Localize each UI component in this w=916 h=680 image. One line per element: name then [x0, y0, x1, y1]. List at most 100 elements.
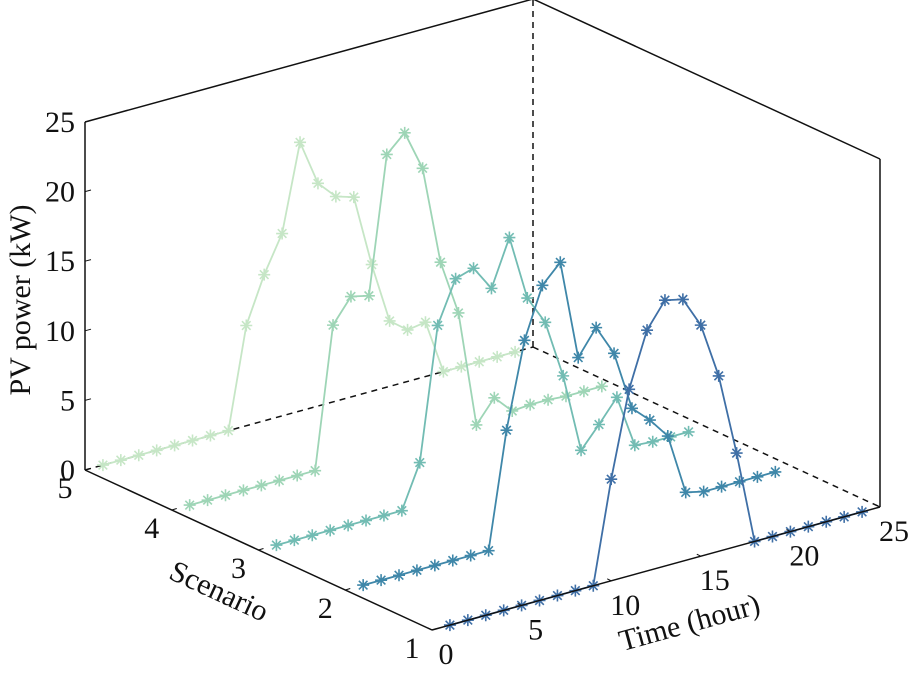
marker [114, 454, 127, 467]
marker [446, 554, 459, 567]
z-tick [84, 189, 92, 193]
box-edge [84, 0, 533, 123]
marker [237, 484, 250, 497]
marker [365, 258, 378, 271]
marker [658, 294, 671, 307]
marker [431, 319, 444, 332]
marker [347, 191, 360, 204]
x-tick [517, 602, 522, 606]
marker [360, 514, 373, 527]
y-tick-label: 4 [144, 512, 159, 545]
marker [473, 355, 486, 368]
marker [222, 424, 235, 437]
series-line [102, 139, 516, 466]
series-line [189, 131, 603, 506]
z-tick [84, 259, 92, 262]
marker [712, 369, 725, 382]
marker [201, 494, 214, 507]
marker [395, 504, 408, 517]
marker [419, 316, 432, 329]
y-tick [345, 588, 351, 591]
z-tick-label: 0 [60, 454, 75, 487]
x-tick-label: 25 [879, 515, 909, 548]
marker [132, 449, 145, 462]
marker [410, 564, 423, 577]
x-tick [786, 529, 791, 533]
marker [697, 485, 710, 498]
marker [521, 292, 534, 305]
marker [557, 369, 570, 382]
marker [455, 360, 468, 373]
y-tick-label: 2 [318, 592, 333, 625]
marker [294, 136, 307, 149]
box-edge [533, 0, 881, 160]
marker [769, 465, 782, 478]
marker [500, 424, 513, 437]
marker [240, 319, 253, 332]
marker [258, 268, 271, 281]
marker [676, 293, 689, 306]
marker [488, 391, 501, 404]
y-axis-label: Scenario [164, 554, 273, 628]
marker [401, 323, 414, 336]
marker [452, 306, 465, 319]
marker [539, 316, 552, 329]
marker [270, 539, 283, 552]
marker [464, 549, 477, 562]
z-tick [84, 398, 92, 401]
marker [509, 345, 522, 358]
z-tick-label: 25 [45, 106, 75, 139]
box-edge [431, 506, 881, 631]
series-line [362, 260, 776, 586]
marker [186, 434, 199, 447]
marker [327, 319, 340, 332]
marker [491, 350, 504, 363]
marker [730, 447, 743, 460]
marker [255, 479, 268, 492]
marker [608, 347, 621, 360]
marker [449, 272, 462, 285]
marker [362, 289, 375, 302]
series-line [276, 234, 689, 546]
marker [288, 534, 301, 547]
x-tick [427, 627, 433, 631]
y-tick [431, 628, 438, 631]
marker [694, 319, 707, 332]
marker [273, 474, 286, 487]
marker [344, 290, 357, 303]
z-tick [84, 467, 92, 471]
marker [375, 574, 388, 587]
marker [524, 398, 537, 411]
marker [715, 480, 728, 493]
z-tick-label: 15 [45, 245, 75, 278]
marker [383, 314, 396, 327]
marker [380, 148, 393, 161]
x-tick-label: 15 [700, 564, 730, 597]
marker [413, 456, 426, 469]
marker [291, 469, 304, 482]
marker [592, 418, 605, 431]
x-tick-label: 10 [610, 589, 640, 622]
marker [309, 464, 322, 477]
box-edge [532, 346, 881, 508]
y-tick-label: 1 [405, 632, 420, 665]
marker [623, 383, 636, 396]
marker [542, 393, 555, 406]
marker [661, 430, 674, 443]
z-tick-label: 10 [45, 315, 75, 348]
y-tick-label: 3 [231, 552, 246, 585]
marker [679, 486, 692, 499]
marker [595, 380, 608, 393]
marker [342, 519, 355, 532]
marker [641, 324, 654, 337]
x-tick [606, 578, 612, 582]
marker [554, 256, 567, 269]
marker [311, 177, 324, 190]
marker [682, 425, 695, 438]
marker [646, 435, 659, 448]
marker [751, 470, 764, 483]
z-tick [84, 119, 92, 123]
marker [329, 190, 342, 203]
marker [470, 418, 483, 431]
